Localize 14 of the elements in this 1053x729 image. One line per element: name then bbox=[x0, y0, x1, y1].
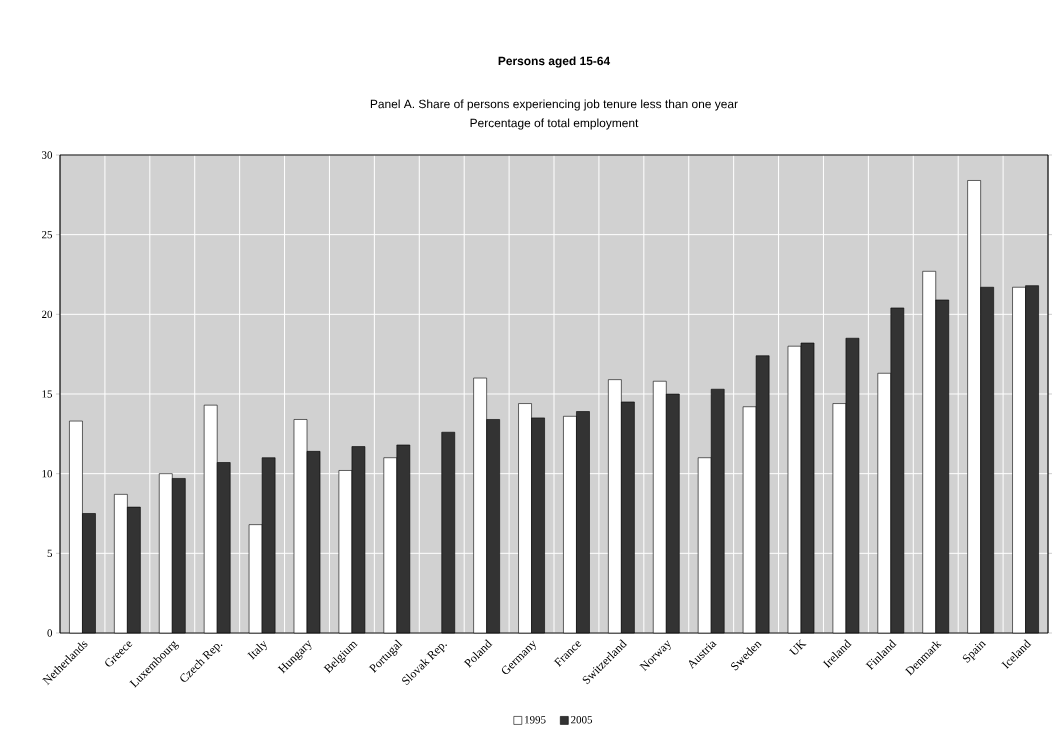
legend-label: 1995 bbox=[525, 716, 546, 724]
x-tick-label: Italy bbox=[247, 640, 267, 660]
text: Percentage of total employment bbox=[470, 118, 639, 130]
y-tick-label: 25 bbox=[42, 231, 53, 239]
chart-subtitle: Panel A. Share of persons experiencing job tenure less than one year bbox=[370, 99, 738, 111]
y-tick-label: 15 bbox=[42, 390, 53, 398]
y-tick-label: 0 bbox=[47, 629, 53, 637]
y-tick-label: 10 bbox=[42, 470, 53, 478]
x-tick-label: UK bbox=[788, 639, 807, 655]
y-tick-label: 30 bbox=[42, 151, 53, 159]
y-tick-label: 5 bbox=[47, 549, 53, 558]
chart-title: Persons aged 15-64 bbox=[498, 56, 611, 68]
legend-label: 2005 bbox=[571, 716, 593, 724]
y-tick-label: 20 bbox=[42, 310, 53, 319]
